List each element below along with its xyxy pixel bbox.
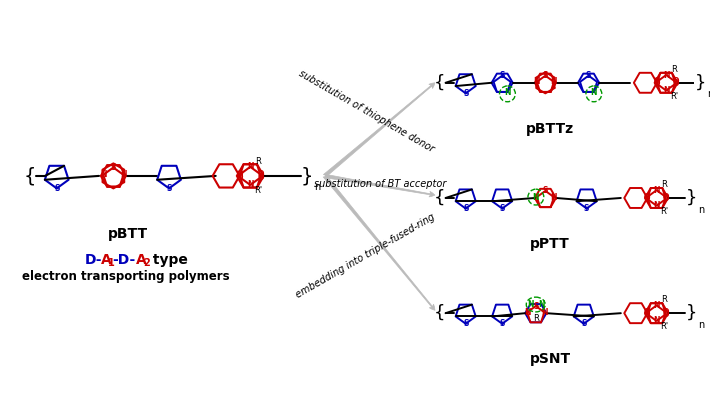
Text: R: R: [661, 295, 667, 304]
Text: O: O: [644, 308, 650, 317]
Text: N: N: [653, 186, 660, 195]
Text: N: N: [100, 170, 106, 179]
Text: O: O: [258, 173, 264, 182]
Text: O: O: [644, 194, 650, 203]
Text: D-: D-: [84, 253, 102, 267]
Text: N: N: [524, 308, 530, 317]
Text: R: R: [661, 180, 667, 189]
Text: A: A: [136, 253, 147, 267]
Text: O: O: [644, 310, 650, 319]
Text: S: S: [542, 71, 548, 80]
Text: S: S: [499, 319, 505, 328]
Text: S: S: [542, 186, 548, 196]
Text: substitution of thiophene donor: substitution of thiophene donor: [297, 69, 435, 154]
Text: O: O: [644, 192, 650, 201]
Text: N: N: [504, 88, 510, 98]
Text: N: N: [663, 86, 670, 95]
Text: R: R: [671, 65, 677, 74]
Text: pBTTz: pBTTz: [526, 122, 574, 136]
Text: O: O: [672, 79, 679, 88]
Text: N: N: [541, 308, 547, 317]
Text: R': R': [670, 92, 678, 101]
Text: S: S: [499, 71, 505, 80]
Text: S: S: [111, 163, 116, 172]
Text: R': R': [660, 207, 668, 216]
Text: N: N: [663, 71, 670, 79]
Text: N: N: [120, 170, 126, 179]
Text: S: S: [463, 89, 469, 98]
Text: N: N: [591, 88, 597, 98]
Text: N: N: [532, 193, 539, 201]
Text: O: O: [662, 192, 669, 201]
Text: O: O: [662, 310, 669, 319]
Text: S: S: [54, 184, 60, 193]
Text: substitution of BT acceptor: substitution of BT acceptor: [314, 179, 447, 188]
Text: N: N: [534, 77, 540, 87]
Text: n: n: [698, 320, 704, 330]
Text: N: N: [537, 301, 545, 310]
Text: 2: 2: [143, 258, 150, 268]
Text: type: type: [148, 253, 188, 267]
Text: A: A: [101, 253, 111, 267]
Text: S: S: [586, 71, 591, 80]
Text: O: O: [672, 77, 679, 86]
Text: }: }: [695, 74, 706, 92]
Text: {: {: [434, 304, 445, 322]
Text: pSNT: pSNT: [530, 352, 571, 366]
Text: O: O: [654, 79, 660, 88]
Text: }: }: [686, 304, 697, 322]
Text: N: N: [247, 162, 253, 171]
Text: R': R': [660, 322, 668, 331]
Text: S: S: [499, 204, 505, 213]
Text: O: O: [236, 170, 243, 179]
Text: S: S: [463, 319, 469, 328]
Text: N: N: [653, 201, 660, 210]
Text: {: {: [23, 166, 36, 185]
Text: S: S: [581, 319, 586, 328]
Text: R': R': [254, 186, 262, 195]
Text: S: S: [166, 184, 172, 193]
Text: n: n: [314, 182, 320, 192]
Text: N: N: [247, 181, 253, 190]
Text: n: n: [707, 89, 710, 99]
Text: S: S: [584, 204, 589, 213]
Text: n: n: [698, 205, 704, 214]
Text: O: O: [654, 77, 660, 86]
Text: 1: 1: [108, 258, 114, 268]
Text: electron transporting polymers: electron transporting polymers: [22, 270, 229, 283]
Text: pPTT: pPTT: [530, 237, 570, 251]
Text: -D-: -D-: [112, 253, 136, 267]
Text: pBTT: pBTT: [108, 226, 148, 241]
Text: O: O: [236, 173, 243, 182]
Text: embedding into triple-fused-ring: embedding into triple-fused-ring: [295, 211, 437, 300]
Text: S: S: [463, 204, 469, 213]
Text: R: R: [255, 156, 261, 166]
Text: N: N: [653, 316, 660, 325]
Text: O: O: [662, 308, 669, 317]
Text: N: N: [551, 193, 557, 201]
Text: O: O: [662, 194, 669, 203]
Text: {: {: [434, 189, 445, 207]
Text: {: {: [434, 74, 445, 92]
Text: O: O: [258, 170, 264, 179]
Text: N: N: [528, 299, 534, 308]
Text: S: S: [533, 301, 538, 310]
Text: }: }: [301, 166, 314, 185]
Text: }: }: [686, 189, 697, 207]
Text: N: N: [551, 77, 557, 87]
Text: N: N: [653, 301, 660, 310]
Text: R: R: [532, 314, 539, 323]
